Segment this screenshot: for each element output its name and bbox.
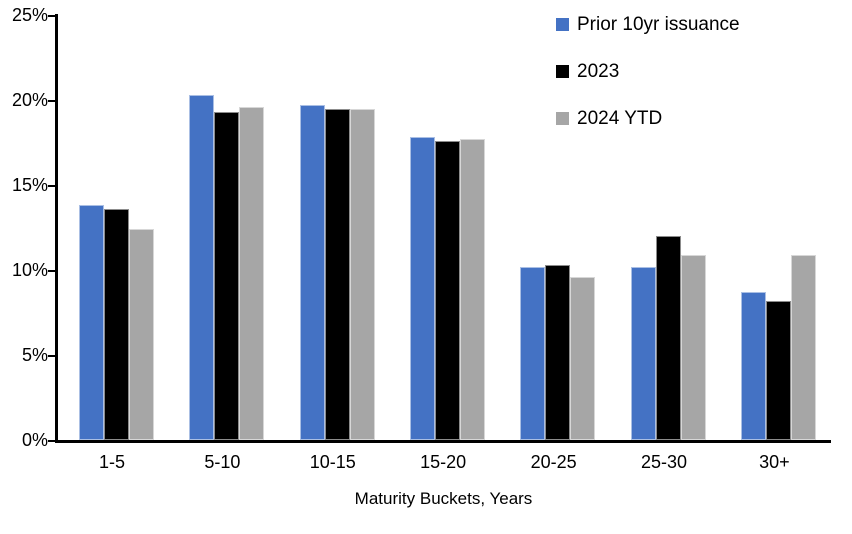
bar-2023-25-30 xyxy=(655,236,681,440)
bar-prior-10yr-issuance-5-10 xyxy=(189,94,215,440)
y-axis-tick-label: 0% xyxy=(21,430,48,450)
bar-2024-ytd-30+ xyxy=(791,254,817,440)
legend-item-2024-ytd: 2024 YTD xyxy=(556,106,740,130)
bar-prior-10yr-issuance-25-30 xyxy=(630,266,656,440)
legend-swatch-icon xyxy=(556,64,569,78)
legend-label: Prior 10yr issuance xyxy=(577,13,740,35)
x-axis-line xyxy=(55,440,831,443)
bar-2023-5-10 xyxy=(214,111,240,440)
bar-prior-10yr-issuance-10-15 xyxy=(299,105,325,440)
bar-2023-1-5 xyxy=(103,208,129,440)
legend-label: 2024 YTD xyxy=(577,107,663,129)
x-axis-tick-label: 15-20 xyxy=(420,452,467,472)
bar-2023-30+ xyxy=(766,300,792,440)
y-tick-20% xyxy=(48,100,55,102)
bar-2024-ytd-10-15 xyxy=(349,108,375,440)
bar-prior-10yr-issuance-30+ xyxy=(741,292,767,440)
legend: Prior 10yr issuance 2023 2024 YTD xyxy=(556,12,740,153)
legend-item-prior-10yr-issuance: Prior 10yr issuance xyxy=(556,12,740,36)
x-axis-tick-label: 1-5 xyxy=(98,452,125,472)
x-axis-tick-label: 20-25 xyxy=(530,452,577,472)
x-axis-tick-label: 5-10 xyxy=(204,452,241,472)
y-tick-25% xyxy=(48,15,55,17)
y-axis-tick-label: 15% xyxy=(11,175,48,195)
y-axis-tick-label: 10% xyxy=(11,260,48,280)
x-axis-tick-label: 25-30 xyxy=(640,452,688,472)
y-tick-10% xyxy=(48,270,55,272)
y-axis-tick-label: 20% xyxy=(11,90,48,110)
y-tick-15% xyxy=(48,185,55,187)
bar-prior-10yr-issuance-1-5 xyxy=(78,205,104,440)
legend-label: 2023 xyxy=(577,60,620,82)
bar-prior-10yr-issuance-20-25 xyxy=(520,266,546,440)
bar-2024-ytd-5-10 xyxy=(239,106,265,440)
bar-prior-10yr-issuance-15-20 xyxy=(409,137,435,440)
legend-item-2023: 2023 xyxy=(556,59,740,83)
y-tick-5% xyxy=(48,355,55,357)
y-axis-line xyxy=(55,14,58,443)
bar-2023-10-15 xyxy=(324,108,350,440)
legend-swatch-icon xyxy=(556,111,569,125)
bar-2024-ytd-15-20 xyxy=(459,139,485,440)
x-axis-tick-label: 30+ xyxy=(759,452,790,472)
legend-swatch-icon xyxy=(556,17,569,31)
bar-2024-ytd-25-30 xyxy=(680,254,706,440)
x-axis-tick-label: 10-15 xyxy=(309,452,356,472)
y-tick-0% xyxy=(48,440,55,442)
y-axis-tick-label: 25% xyxy=(11,5,48,25)
y-axis-tick-label: 5% xyxy=(21,345,48,365)
bar-2023-15-20 xyxy=(434,140,460,440)
bar-2024-ytd-20-25 xyxy=(570,276,596,440)
bar-2023-20-25 xyxy=(545,264,571,440)
bar-2024-ytd-1-5 xyxy=(128,229,154,440)
x-axis-title: Maturity Buckets, Years xyxy=(354,489,533,508)
